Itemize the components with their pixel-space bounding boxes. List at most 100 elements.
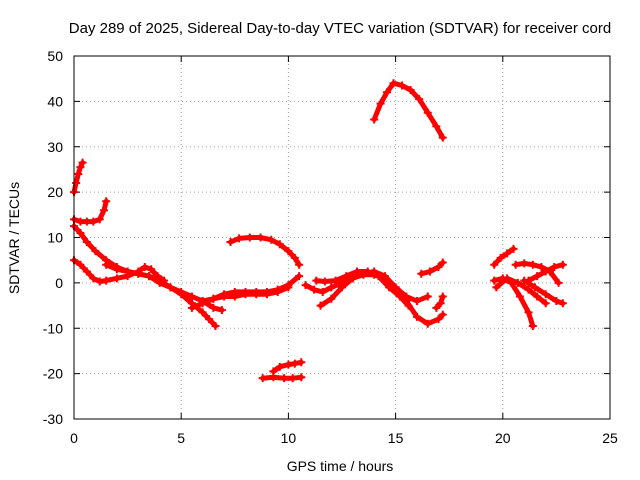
data-point <box>316 301 325 310</box>
data-point <box>295 272 304 281</box>
grid <box>74 56 610 419</box>
data-point <box>327 283 336 292</box>
data-point <box>398 81 407 90</box>
data-point <box>297 358 306 367</box>
data-point <box>550 262 559 271</box>
data-point <box>209 294 218 303</box>
data-series-arc-17 <box>491 246 516 268</box>
data-point <box>112 265 121 274</box>
data-point <box>245 233 254 242</box>
data-point <box>528 321 537 330</box>
data-point <box>284 247 293 256</box>
data-point <box>520 259 529 268</box>
data-point <box>515 292 524 301</box>
data-point <box>241 290 250 299</box>
data-point <box>533 292 542 301</box>
data-point <box>297 373 306 382</box>
x-tick-label: 15 <box>388 430 404 446</box>
data-point <box>89 217 98 226</box>
data-point <box>434 262 443 271</box>
data-point <box>423 319 432 328</box>
data-series-arc-16 <box>371 80 446 141</box>
data-point <box>288 374 297 383</box>
data-point <box>395 292 404 301</box>
data-point <box>436 299 445 308</box>
data-point <box>503 274 512 283</box>
data-point <box>275 362 284 371</box>
data-point <box>509 244 518 253</box>
data-point <box>363 267 372 276</box>
data-point <box>211 321 220 330</box>
data-point <box>389 79 398 88</box>
data-point <box>438 133 447 142</box>
data-point <box>102 197 111 206</box>
data-point <box>275 240 284 249</box>
data-point <box>541 290 550 299</box>
data-point <box>513 278 522 287</box>
data-point <box>145 272 154 281</box>
data-series-arc-14 <box>418 260 446 277</box>
y-tick-label: 30 <box>47 139 63 155</box>
data-point <box>187 292 196 301</box>
x-tick-label: 0 <box>70 430 78 446</box>
data-point <box>258 374 267 383</box>
data-point <box>338 283 346 292</box>
data-point <box>370 115 379 124</box>
data-point <box>331 276 340 285</box>
data-point <box>269 373 278 382</box>
data-point <box>320 277 329 286</box>
data-point <box>524 276 533 285</box>
data-point <box>415 95 424 104</box>
data-point <box>78 158 87 167</box>
data-point <box>273 287 282 296</box>
y-tick-label: -10 <box>43 320 63 336</box>
data-point <box>134 269 143 278</box>
data-point <box>438 292 447 301</box>
x-tick-label: 20 <box>495 430 511 446</box>
data-point <box>492 283 501 292</box>
data-point <box>432 303 441 312</box>
data-point <box>490 260 499 269</box>
data-point <box>423 108 432 117</box>
data-point <box>140 262 149 271</box>
data-point <box>198 308 207 317</box>
y-axis-label: SDTVAR / TECUs <box>6 182 22 294</box>
data-point <box>423 292 432 301</box>
data-point <box>353 267 362 276</box>
data-point <box>177 287 186 296</box>
data-point <box>205 315 214 324</box>
data-point <box>209 303 218 312</box>
data-point <box>528 260 537 269</box>
data-point <box>434 315 443 324</box>
data-point <box>376 99 385 108</box>
y-tick-label: -30 <box>43 411 63 427</box>
data-point <box>318 287 327 296</box>
y-tick-label: 40 <box>47 93 63 109</box>
data-point <box>413 312 422 321</box>
data-point <box>301 281 310 290</box>
data-point <box>76 260 85 269</box>
data-point <box>76 228 85 237</box>
data-point <box>102 260 111 269</box>
data-point <box>112 274 121 283</box>
data-point <box>310 285 319 294</box>
data-point <box>82 267 91 276</box>
data-point <box>280 374 289 383</box>
data-point <box>252 290 261 299</box>
data-traces <box>70 79 567 383</box>
x-tick-label: 25 <box>602 430 618 446</box>
data-point <box>490 276 499 285</box>
data-point <box>503 249 512 258</box>
data-point <box>552 297 561 306</box>
data-point <box>220 292 229 301</box>
data-point <box>533 272 542 281</box>
data-point <box>91 247 100 256</box>
data-point <box>198 297 207 306</box>
data-point <box>262 290 271 299</box>
y-tick-label: 20 <box>47 184 63 200</box>
data-point <box>74 169 83 178</box>
data-point <box>226 238 235 247</box>
data-point <box>541 299 550 308</box>
data-point <box>524 285 533 294</box>
data-point <box>95 215 104 224</box>
